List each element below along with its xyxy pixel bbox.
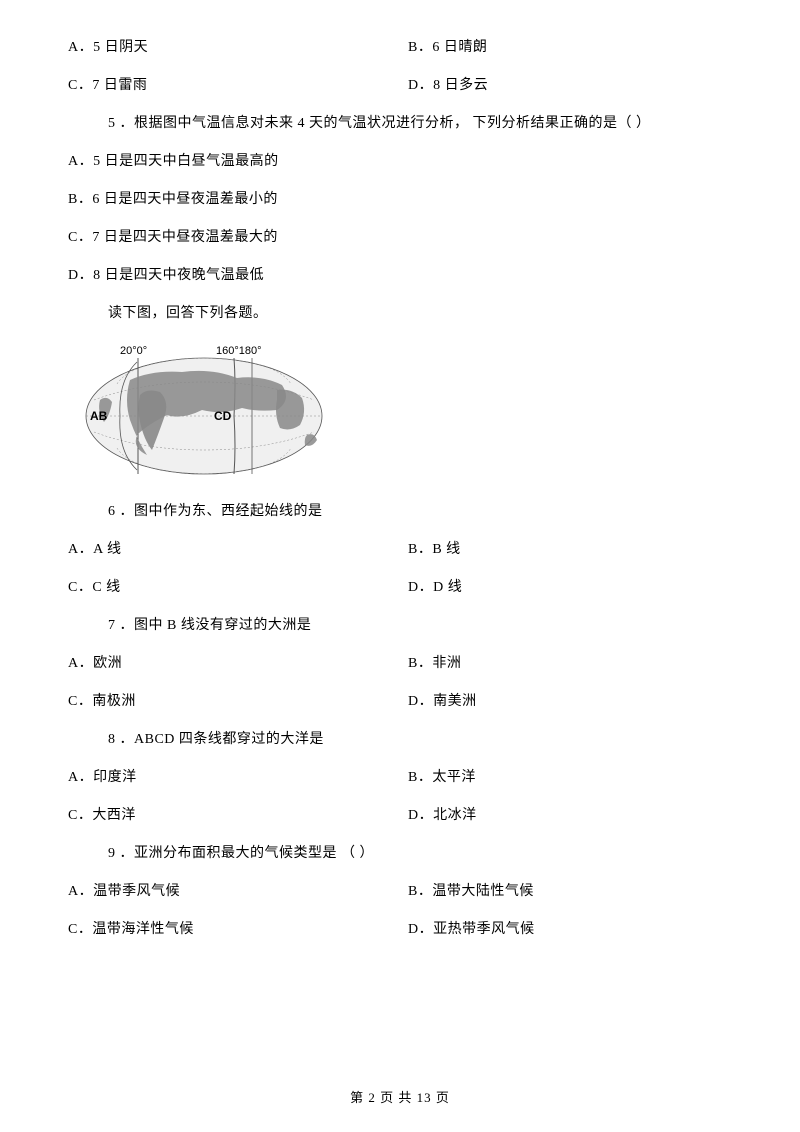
q8-option-d: D．北冰洋 xyxy=(408,804,477,824)
instruction-1: 读下图，回答下列各题。 xyxy=(108,302,732,322)
q9-option-b: B．温带大陆性气候 xyxy=(408,880,534,900)
map-label-20-0: 20°0° xyxy=(120,345,147,357)
q5-option-a: A．5 日是四天中白昼气温最高的 xyxy=(68,150,732,170)
q4-option-row-1: A．5 日阴天 B．6 日晴朗 xyxy=(68,36,732,56)
q6-option-row-2: C．C 线 D．D 线 xyxy=(68,576,732,596)
q6-text: 6 ．图中作为东、西经起始线的是 xyxy=(108,500,732,520)
map-label-ab: AB xyxy=(90,409,108,423)
q7-option-b: B．非洲 xyxy=(408,652,461,672)
q9-option-row-2: C．温带海洋性气候 D．亚热带季风气候 xyxy=(68,918,732,938)
q7-option-c: C．南极洲 xyxy=(68,690,408,710)
map-label-160-180: 160°180° xyxy=(216,345,262,357)
page-footer: 第 2 页 共 13 页 xyxy=(0,1087,800,1106)
world-map-figure: 20°0° 160°180° AB CD xyxy=(82,340,732,480)
q6-option-c: C．C 线 xyxy=(68,576,408,596)
option-c: C．7 日雷雨 xyxy=(68,74,408,94)
q5-option-b: B．6 日是四天中昼夜温差最小的 xyxy=(68,188,732,208)
q6-option-row-1: A．A 线 B．B 线 xyxy=(68,538,732,558)
q9-text: 9 ．亚洲分布面积最大的气候类型是 （ ） xyxy=(108,842,732,862)
q6-option-b: B．B 线 xyxy=(408,538,461,558)
q8-option-row-1: A．印度洋 B．太平洋 xyxy=(68,766,732,786)
world-map-svg: 20°0° 160°180° AB CD xyxy=(82,340,327,480)
q7-text: 7 ．图中 B 线没有穿过的大洲是 xyxy=(108,614,732,634)
option-a: A．5 日阴天 xyxy=(68,36,408,56)
q8-option-row-2: C．大西洋 D．北冰洋 xyxy=(68,804,732,824)
q7-option-d: D．南美洲 xyxy=(408,690,477,710)
map-label-cd: CD xyxy=(214,409,232,423)
q7-option-row-1: A．欧洲 B．非洲 xyxy=(68,652,732,672)
q5-option-c: C．7 日是四天中昼夜温差最大的 xyxy=(68,226,732,246)
q9-option-d: D．亚热带季风气候 xyxy=(408,918,535,938)
q8-text: 8 ．ABCD 四条线都穿过的大洋是 xyxy=(108,728,732,748)
q5-text: 5 ．根据图中气温信息对未来 4 天的气温状况进行分析， 下列分析结果正确的是（… xyxy=(108,112,732,132)
q9-option-a: A．温带季风气候 xyxy=(68,880,408,900)
q6-option-a: A．A 线 xyxy=(68,538,408,558)
q8-option-a: A．印度洋 xyxy=(68,766,408,786)
option-d: D．8 日多云 xyxy=(408,74,488,94)
q9-option-c: C．温带海洋性气候 xyxy=(68,918,408,938)
q8-option-b: B．太平洋 xyxy=(408,766,476,786)
q7-option-a: A．欧洲 xyxy=(68,652,408,672)
q6-option-d: D．D 线 xyxy=(408,576,462,596)
q5-option-d: D．8 日是四天中夜晚气温最低 xyxy=(68,264,732,284)
q4-option-row-2: C．7 日雷雨 D．8 日多云 xyxy=(68,74,732,94)
option-b: B．6 日晴朗 xyxy=(408,36,487,56)
q8-option-c: C．大西洋 xyxy=(68,804,408,824)
q9-option-row-1: A．温带季风气候 B．温带大陆性气候 xyxy=(68,880,732,900)
q7-option-row-2: C．南极洲 D．南美洲 xyxy=(68,690,732,710)
